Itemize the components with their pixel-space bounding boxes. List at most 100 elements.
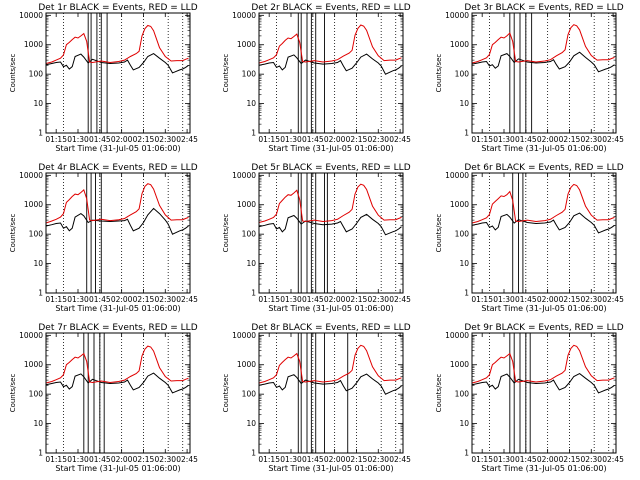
y-tick-label: 100 xyxy=(242,70,257,79)
y-tick-label: 1000 xyxy=(237,200,256,209)
x-axis-label: Start Time (31-Jul-05 01:06:00) xyxy=(55,144,180,153)
detector-panel: Det 4r BLACK = Events, RED = LLD 1 10 100 10… xyxy=(9,163,198,313)
y-tick-label: 10 xyxy=(459,99,469,108)
y-tick-label: 1 xyxy=(38,129,43,138)
plot-frame xyxy=(258,12,404,134)
y-tick-label: 10 xyxy=(459,259,469,268)
x-tick-label: 02:30 xyxy=(580,455,602,464)
x-tick-label: 01:30 xyxy=(67,295,89,304)
x-tick-label: 02:45 xyxy=(602,295,624,304)
detector-panel: Det 9r BLACK = Events, RED = LLD 1 10 100 10… xyxy=(435,323,624,473)
x-tick-label: 01:45 xyxy=(302,135,324,144)
x-tick-label: 01:30 xyxy=(280,135,302,144)
x-tick-label: 02:15 xyxy=(133,135,155,144)
x-tick-label: 01:45 xyxy=(302,295,324,304)
detector-panel: Det 3r BLACK = Events, RED = LLD 1 10 100 10… xyxy=(435,3,624,153)
plot-frame xyxy=(45,332,191,454)
detector-panel: Det 1r BLACK = Events, RED = LLD 1 10 100 10… xyxy=(9,3,198,153)
x-tick-label: 02:45 xyxy=(176,295,198,304)
events-series-line xyxy=(472,51,615,73)
y-tick-label: 10 xyxy=(246,259,256,268)
panel-title: Det 4r BLACK = Events, RED = LLD xyxy=(38,163,197,173)
x-axis-label: Start Time (31-Jul-05 01:06:00) xyxy=(268,304,393,313)
events-series-line xyxy=(46,207,189,235)
y-tick-label: 1 xyxy=(251,289,256,298)
y-tick-label: 10000 xyxy=(445,331,469,340)
x-tick-label: 01:15 xyxy=(258,455,280,464)
x-tick-label: 02:45 xyxy=(176,455,198,464)
x-axis-label: Start Time (31-Jul-05 01:06:00) xyxy=(481,144,606,153)
x-tick-label: 02:15 xyxy=(133,295,155,304)
y-tick-label: 10000 xyxy=(445,171,469,180)
lld-series-line xyxy=(46,345,189,384)
x-tick-label: 01:15 xyxy=(471,295,493,304)
y-tick-label: 100 xyxy=(242,390,257,399)
x-tick-label: 01:15 xyxy=(258,295,280,304)
y-axis-label: Counts/sec xyxy=(9,374,17,413)
y-tick-label: 100 xyxy=(29,390,44,399)
plot-frame xyxy=(258,172,404,294)
lld-series-line xyxy=(472,183,615,224)
x-tick-label: 02:30 xyxy=(580,295,602,304)
panel-grid: Det 1r BLACK = Events, RED = LLD11010010… xyxy=(9,3,624,473)
x-tick-label: 02:15 xyxy=(133,455,155,464)
x-axis-label: Start Time (31-Jul-05 01:06:00) xyxy=(481,304,606,313)
x-tick-label: 01:15 xyxy=(45,295,67,304)
y-tick-label: 1000 xyxy=(450,200,469,209)
y-tick-label: 1 xyxy=(251,449,256,458)
x-tick-label: 02:45 xyxy=(389,455,411,464)
y-tick-label: 1000 xyxy=(450,360,469,369)
x-tick-label: 02:00 xyxy=(324,295,346,304)
events-series-line xyxy=(472,212,615,234)
panel-title: Det 8r BLACK = Events, RED = LLD xyxy=(251,323,410,333)
panel-title: Det 2r BLACK = Events, RED = LLD xyxy=(251,3,410,13)
x-axis-label: Start Time (31-Jul-05 01:06:00) xyxy=(55,304,180,313)
detector-panel: Det 2r BLACK = Events, RED = LLD 1 10 100 10… xyxy=(222,3,411,153)
x-tick-label: 01:15 xyxy=(258,135,280,144)
y-tick-label: 10000 xyxy=(19,171,43,180)
y-axis-label: Counts/sec xyxy=(435,214,443,253)
x-tick-label: 01:45 xyxy=(89,455,111,464)
lld-series-line xyxy=(46,24,189,64)
x-tick-label: 01:30 xyxy=(493,295,515,304)
y-tick-label: 10000 xyxy=(232,331,256,340)
detector-panel: Det 8r BLACK = Events, RED = LLD 1 10 100 10… xyxy=(222,323,411,473)
y-axis-label: Counts/sec xyxy=(9,54,17,93)
events-series-line xyxy=(46,372,189,394)
y-axis-label: Counts/sec xyxy=(435,54,443,93)
x-tick-label: 02:00 xyxy=(324,455,346,464)
y-tick-label: 1 xyxy=(464,449,469,458)
x-tick-label: 02:15 xyxy=(559,455,581,464)
lld-series-line xyxy=(46,183,189,224)
x-tick-label: 01:30 xyxy=(493,455,515,464)
x-tick-label: 02:15 xyxy=(559,135,581,144)
events-series-line xyxy=(259,213,402,236)
y-tick-label: 100 xyxy=(455,230,470,239)
y-tick-label: 10000 xyxy=(232,11,256,20)
x-tick-label: 02:15 xyxy=(346,295,368,304)
x-tick-label: 01:45 xyxy=(515,295,537,304)
events-series-line xyxy=(472,373,615,394)
y-tick-label: 10000 xyxy=(19,11,43,20)
detector-panel: Det 7r BLACK = Events, RED = LLD 1 10 100 10… xyxy=(9,323,198,473)
plot-frame xyxy=(45,12,191,134)
y-axis-label: Counts/sec xyxy=(222,214,230,253)
y-tick-label: 10000 xyxy=(232,171,256,180)
x-tick-label: 02:30 xyxy=(154,295,176,304)
x-tick-label: 02:00 xyxy=(537,135,559,144)
x-axis-label: Start Time (31-Jul-05 01:06:00) xyxy=(268,144,393,153)
x-tick-label: 01:45 xyxy=(89,135,111,144)
lld-series-line xyxy=(259,24,402,64)
x-tick-label: 02:45 xyxy=(389,295,411,304)
x-tick-label: 01:15 xyxy=(471,455,493,464)
y-tick-label: 1 xyxy=(38,449,43,458)
x-tick-label: 01:45 xyxy=(515,455,537,464)
x-tick-label: 01:15 xyxy=(471,135,493,144)
x-tick-label: 02:15 xyxy=(346,455,368,464)
x-axis-label: Start Time (31-Jul-05 01:06:00) xyxy=(55,464,180,473)
detector-panel: Det 6r BLACK = Events, RED = LLD 1 10 100 10… xyxy=(435,163,624,313)
y-tick-label: 10 xyxy=(246,99,256,108)
plot-frame xyxy=(471,172,617,294)
